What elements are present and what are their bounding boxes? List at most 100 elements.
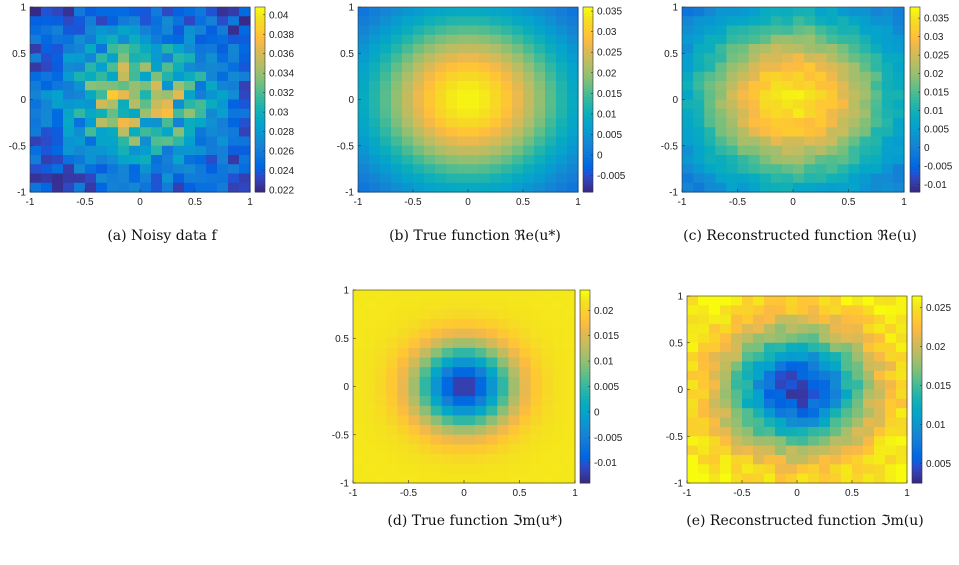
colorbar-step [910,157,920,161]
heatmap-cell [726,108,739,119]
colorbar-step [580,377,590,381]
colorbar-step [580,293,590,297]
heatmap-cell [173,90,185,101]
heatmap-cell [358,53,370,64]
colorbar-step [583,183,593,187]
heatmap-cell [380,7,392,17]
heatmap-cell [184,71,196,82]
colorbar-step [580,413,590,418]
heatmap-cell [239,118,251,128]
heatmap-cell [486,434,498,445]
heatmap-cell [468,90,480,101]
heatmap-cell [808,426,820,437]
colorbar-step [912,421,922,426]
heatmap-cell [530,318,543,330]
heatmap-cell [457,118,469,128]
heatmap-cell [475,357,487,368]
colorbar-frame [582,6,594,193]
heatmap-cell [567,81,579,91]
heatmap-cell [737,34,750,45]
heatmap-cell [896,333,908,344]
heatmap-cell [162,118,174,128]
heatmap-cell [430,425,443,436]
heatmap-cell [709,305,721,316]
colorbar-step [583,119,593,124]
colorbar-step [583,38,593,43]
heatmap-cell [704,44,716,54]
heatmap-cell [863,342,875,353]
heatmap-cell [563,396,576,407]
colorbar-step [912,439,922,443]
heatmap-cell [497,357,509,368]
heatmap-cell [486,463,498,474]
colorbar-step [910,189,920,193]
heatmap-cell [206,25,218,36]
heatmap-cell [140,182,152,193]
heatmap-cell [402,16,414,27]
heatmap-cell [830,436,842,447]
heatmap-cell [709,324,721,334]
heatmap-cell [541,299,554,310]
heatmap-cell [162,182,174,193]
heatmap-cell [885,305,897,316]
heatmap-cell [753,296,765,306]
heatmap-cell [552,328,565,339]
heatmap-cell [41,173,53,184]
heatmap-cell [852,426,864,437]
heatmap-cell [748,71,761,82]
colorbar-step [255,87,265,92]
heatmap-cell [797,361,809,372]
heatmap-cell [217,34,229,45]
heatmap-cell [468,62,480,73]
heatmap-cell [892,25,905,36]
heatmap-cell [885,417,897,428]
heatmap-cell [173,7,185,17]
heatmap-cell [419,434,432,445]
heatmap-cell [704,145,716,156]
heatmap-cell [397,338,410,349]
heatmap-cell [793,34,805,45]
heatmap-cell [826,34,838,45]
heatmap-cell [464,473,476,484]
heatmap-cell [140,90,152,101]
heatmap-cell [358,118,370,128]
heatmap-cell [464,396,476,407]
heatmap-cell [30,108,42,119]
heatmap-cell [424,34,436,45]
heatmap-cell [770,99,783,110]
heatmap-cell [881,99,894,110]
heatmap-cell [775,417,787,428]
heatmap-cell [380,44,392,54]
heatmap-cell [693,34,705,45]
heatmap-cell [85,136,97,147]
heatmap-cell [541,405,554,417]
heatmap-cell [217,62,229,73]
heatmap-cell [475,299,487,310]
heatmap-cell [490,71,502,82]
x-tick-label: 1 [904,488,910,499]
heatmap-cell [228,44,240,54]
heatmap-cell [85,44,97,54]
heatmap-cell [687,333,699,344]
colorbar-step [580,464,590,469]
heatmap-cell [435,71,447,82]
heatmap-cell [874,314,886,325]
heatmap-cell [541,396,554,407]
heatmap-cell [759,108,772,119]
heatmap-cell [497,376,509,388]
heatmap-cell [375,386,387,397]
heatmap-cell [391,164,403,175]
colorbar-step [583,12,593,17]
heatmap-cell [545,173,557,184]
heatmap-cell [852,398,864,409]
heatmap-cell [819,380,831,391]
heatmap-cell [731,333,743,344]
heatmap-cell [63,127,75,138]
heatmap-cell [523,136,535,147]
heatmap-cell [698,398,710,409]
heatmap-cell [837,127,850,138]
heatmap-cell [74,53,86,64]
colorbar-step [583,82,593,86]
heatmap-cell [173,173,185,184]
heatmap-cell [698,324,710,334]
